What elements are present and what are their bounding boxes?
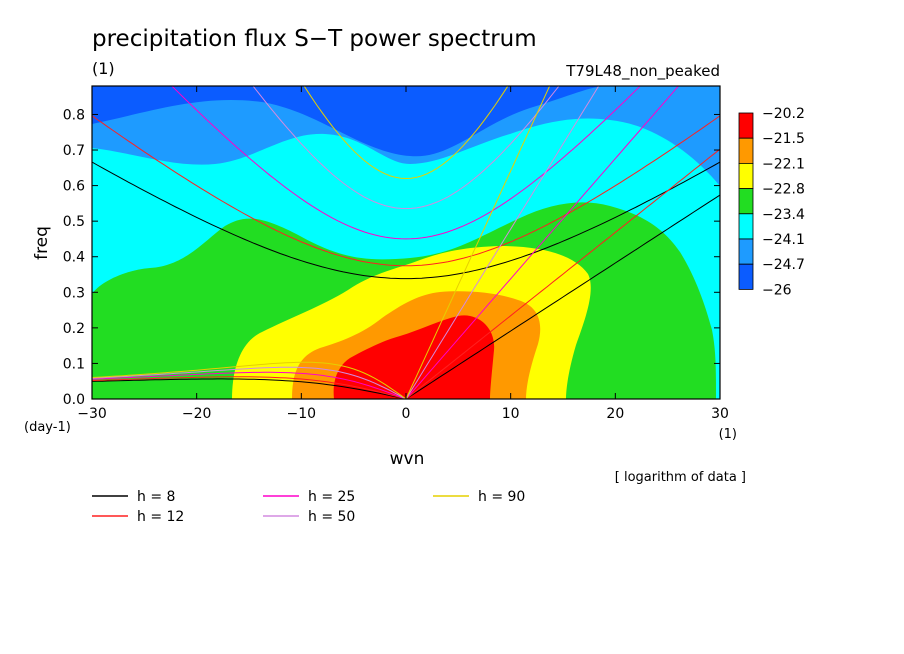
colorbar-label: −21.5	[762, 131, 805, 147]
curve-kelvin-h8	[405, 194, 720, 399]
x-tick-label: −20	[182, 406, 212, 422]
legend-label: h = 50	[308, 509, 355, 525]
colorbar-label: −22.1	[762, 156, 805, 172]
colorbar-swatch	[738, 238, 754, 265]
y-tick-label: 0.4	[63, 250, 85, 266]
curve-gravity-h8	[92, 161, 720, 280]
colorbar-label: −22.8	[762, 182, 805, 198]
x-tick-label: −30	[77, 406, 107, 422]
colorbar-swatch	[738, 162, 754, 189]
y-tick-label: 0.5	[63, 214, 85, 230]
curve-kelvin-h12	[405, 148, 720, 399]
colorbar-label: −24.1	[762, 232, 805, 248]
colorbar-swatch	[738, 263, 754, 290]
x-tick-label: −10	[287, 406, 317, 422]
dispersion-curves	[92, 86, 720, 399]
curve-kelvin-h90	[405, 86, 551, 399]
colorbar-label: −23.4	[762, 207, 805, 223]
legend-label: h = 12	[137, 509, 184, 525]
curve-rossby-h12	[92, 376, 407, 399]
axes: −30 −20 −10 0 10 20 30 0.0 0.1 0.2 0.3 0.4 0.5 0.6 0.7…	[63, 86, 729, 422]
curve-gravity-h50	[252, 86, 560, 210]
legend-label: h = 8	[137, 489, 175, 505]
curve-rossby-h25	[92, 371, 407, 399]
curve-rossby-h8	[92, 378, 407, 399]
colorbar-swatch	[738, 213, 754, 240]
curve-kelvin-h50	[405, 86, 600, 399]
contour-plot	[92, 86, 720, 399]
curve-gravity-h90	[303, 86, 509, 180]
y-axis-units: (day-1)	[24, 420, 71, 435]
x-tick-label: 0	[402, 406, 411, 422]
y-tick-label: 0.7	[63, 143, 85, 159]
colorbar-swatch	[738, 137, 754, 164]
y-tick-label: 0.0	[63, 392, 85, 408]
y-tick-label: 0.3	[63, 285, 85, 301]
legend: h = 8 h = 12 h = 25 h = 50 h = 90	[92, 489, 525, 525]
data-note: [ logarithm of data ]	[615, 470, 746, 485]
y-tick-label: 0.8	[63, 107, 85, 123]
colorbar-label: −26	[762, 282, 792, 298]
x-tick-label: 10	[502, 406, 520, 422]
x-tick-label: 20	[606, 406, 624, 422]
title-units: (1)	[92, 59, 115, 78]
x-axis-label: wvn	[390, 449, 425, 469]
curve-rossby-h90	[92, 361, 407, 399]
y-tick-label: 0.2	[63, 321, 85, 337]
curve-rossby-h50	[92, 366, 407, 399]
y-tick-label: 0.1	[63, 356, 85, 372]
colorbar-swatch	[738, 188, 754, 215]
x-axis-units: (1)	[719, 427, 737, 442]
colorbar: −20.2 −21.5 −22.1 −22.8 −23.4 −24.1 −24.7 −26	[738, 106, 805, 298]
colorbar-label: −20.2	[762, 106, 805, 122]
colorbar-label: −24.7	[762, 257, 805, 273]
colorbar-swatch	[738, 112, 754, 139]
curve-gravity-h12	[92, 115, 720, 267]
legend-label: h = 25	[308, 489, 355, 505]
y-tick-label: 0.6	[63, 179, 85, 195]
curve-kelvin-h25	[405, 86, 680, 399]
x-tick-label: 30	[711, 406, 729, 422]
experiment-label: T79L48_non_peaked	[565, 62, 720, 81]
legend-label: h = 90	[478, 489, 525, 505]
y-axis-label: freq	[32, 226, 52, 260]
chart-title: precipitation flux S−T power spectrum	[92, 26, 537, 52]
curve-gravity-h25	[171, 86, 641, 240]
